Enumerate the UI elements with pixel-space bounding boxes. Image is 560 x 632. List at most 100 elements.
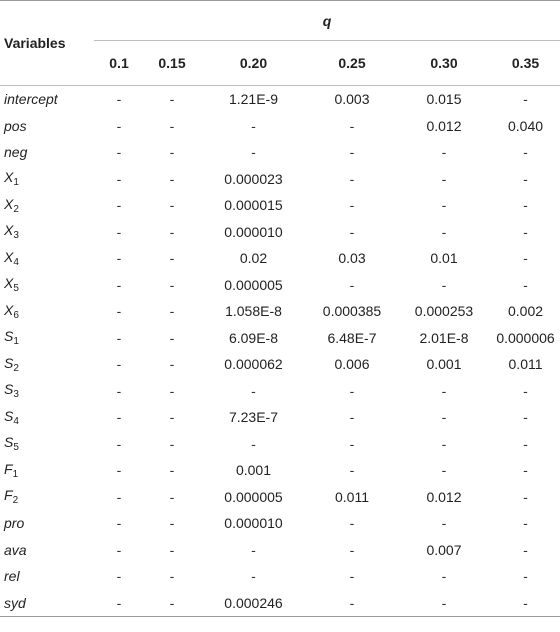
table-row: pos - - - - 0.012 0.040 — [0, 113, 560, 140]
table-cell: - — [251, 568, 256, 585]
table-cell: 0.000005 — [224, 488, 283, 505]
variable-label: S — [4, 407, 14, 424]
table-row: pro - - 0.000010 - - - — [0, 510, 560, 537]
table-cell: - — [116, 541, 122, 558]
table-cell: - — [116, 356, 122, 373]
q-header: q — [94, 0, 560, 41]
table-cell: - — [349, 568, 355, 585]
variable-name: S2 — [0, 351, 94, 378]
table-cell: - — [116, 568, 122, 585]
table-cell: - — [441, 382, 447, 399]
table-row: F2 - - 0.000005 0.011 0.012 - — [0, 484, 560, 511]
table-cell: 0.011 — [335, 488, 369, 505]
table-cell: - — [169, 541, 175, 558]
table-row: rel - - - - - - — [0, 563, 560, 590]
variable-name: S4 — [0, 404, 94, 431]
variable-name: pro — [0, 510, 94, 537]
table-cell: - — [349, 197, 355, 214]
table-cell: - — [169, 144, 175, 161]
variable-name: F1 — [0, 457, 94, 484]
table-cell: - — [169, 170, 175, 187]
table-cell: - — [251, 541, 256, 558]
table-cell: - — [491, 589, 560, 617]
table-cell: - — [523, 435, 528, 452]
variable-label: X — [4, 301, 14, 318]
table-cell: - — [441, 144, 447, 161]
table-cell: - — [251, 117, 256, 134]
table-cell: - — [349, 541, 355, 558]
table-row: X2 - - 0.000015 - - - — [0, 192, 560, 219]
variable-name: rel — [0, 563, 94, 590]
variable-name: intercept — [0, 85, 94, 113]
table-cell: 0.000006 — [496, 329, 555, 346]
table-cell: - — [116, 197, 122, 214]
table-cell: - — [523, 488, 528, 505]
variable-name: X2 — [0, 192, 94, 219]
table-cell: - — [441, 276, 447, 293]
table-cell: - — [523, 541, 528, 558]
q-value-header: 0.30 — [430, 55, 458, 71]
variable-label: intercept — [4, 91, 58, 108]
table-cell: - — [116, 329, 122, 346]
table-cell: - — [144, 85, 200, 113]
table-cell: 0.012 — [426, 488, 462, 505]
variable-label: S — [4, 381, 14, 398]
variable-label: X — [4, 195, 14, 212]
table-cell: - — [491, 85, 560, 113]
table-cell: 0.000062 — [224, 356, 283, 373]
variable-subscript: 5 — [13, 283, 19, 295]
variable-name: ava — [0, 537, 94, 564]
table-cell: - — [523, 515, 528, 532]
table-cell: - — [169, 382, 175, 399]
table-cell: 0.03 — [338, 250, 366, 267]
table-cell: - — [116, 462, 122, 479]
table-cell: 7.23E-7 — [228, 409, 279, 426]
table-cell: - — [144, 589, 200, 617]
table-cell: - — [169, 303, 175, 320]
variable-subscript: 4 — [13, 256, 19, 268]
table-cell: 0.006 — [334, 356, 370, 373]
table-cell: - — [349, 515, 355, 532]
variable-label: S — [4, 434, 14, 451]
table-cell: - — [349, 276, 355, 293]
table-cell: 0.02 — [239, 250, 268, 267]
variable-name: X4 — [0, 245, 94, 272]
table-cell: - — [441, 170, 447, 187]
table-cell: - — [441, 409, 447, 426]
table-cell: - — [523, 409, 528, 426]
q-value-header: 0.15 — [158, 55, 186, 71]
table-cell: 0.003 — [307, 85, 397, 113]
table-cell: - — [169, 276, 175, 293]
variable-label: ava — [4, 541, 27, 558]
table-row: ava - - - - 0.007 - — [0, 537, 560, 564]
table-row: X1 - - 0.000023 - - - — [0, 166, 560, 193]
variable-label: syd — [4, 594, 26, 611]
table-cell: - — [523, 462, 528, 479]
variable-subscript: 2 — [13, 362, 19, 374]
table-cell: 0.007 — [426, 541, 462, 558]
table-cell: - — [307, 589, 397, 617]
variable-label: X — [4, 222, 14, 239]
table-cell: - — [523, 170, 528, 187]
table-cell: - — [116, 435, 122, 452]
table-row: F1 - - 0.001 - - - — [0, 457, 560, 484]
table-cell: - — [251, 382, 256, 399]
table-cell: 0.000246 — [200, 589, 307, 617]
table-cell: - — [116, 488, 122, 505]
table-cell: - — [523, 250, 528, 267]
table-cell: 0.001 — [426, 356, 462, 373]
table-cell: - — [116, 515, 122, 532]
variable-name: X1 — [0, 166, 94, 193]
table-cell: 0.001 — [235, 462, 272, 479]
variable-subscript: 3 — [13, 230, 19, 242]
variable-subscript: 2 — [12, 495, 19, 507]
table-cell: - — [349, 462, 355, 479]
table-cell: 6.48E-7 — [327, 329, 377, 346]
table-cell: - — [441, 568, 447, 585]
table-cell: - — [116, 382, 122, 399]
table-cell: 0.000253 — [414, 303, 474, 320]
q-value-header: 0.25 — [338, 55, 366, 71]
table-cell: - — [94, 85, 144, 113]
variable-subscript: 5 — [13, 442, 19, 454]
